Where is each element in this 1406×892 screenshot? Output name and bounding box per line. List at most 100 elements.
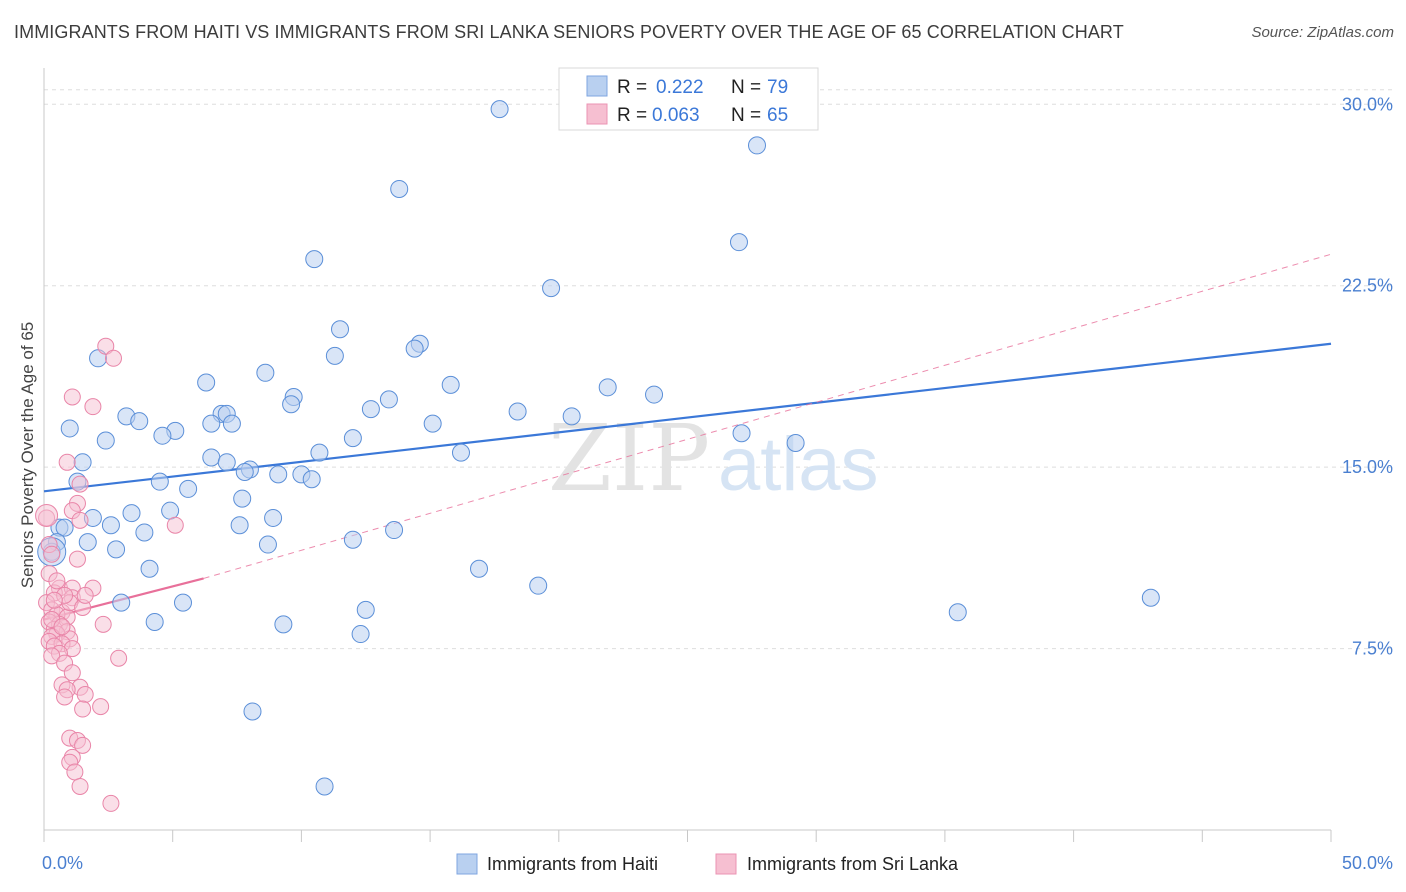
point-haiti-0 — [490, 100, 509, 119]
point-haiti-38 — [202, 448, 221, 467]
point-haiti-62 — [343, 530, 362, 549]
point-srilanka-44 — [76, 686, 94, 704]
bottom-legend-swatch-haiti — [456, 853, 478, 875]
point-srilanka-40 — [63, 664, 81, 682]
chart-title: IMMIGRANTS FROM HAITI VS IMMIGRANTS FROM… — [14, 22, 1124, 42]
y-tick-label-2: 22.5% — [1342, 276, 1393, 296]
legend-n-value-srilanka: 65 — [767, 105, 788, 126]
point-haiti-6 — [331, 320, 350, 339]
legend-r-value-srilanka: 0.063 — [652, 105, 700, 126]
point-haiti-42 — [235, 462, 254, 481]
watermark: ZIP atlas — [548, 405, 879, 512]
point-haiti-72 — [356, 600, 375, 619]
point-haiti-9 — [325, 346, 344, 365]
series-srilanka-points — [35, 337, 184, 812]
point-haiti-36 — [310, 443, 329, 462]
top-legend: R = 0.222 N = 79 R = 0.063 N = 65 — [558, 67, 819, 131]
y-tick-label-1: 15.0% — [1342, 457, 1393, 477]
point-haiti-39 — [217, 453, 236, 472]
point-srilanka-62 — [45, 591, 63, 609]
legend-r-label-srilanka: R = — [617, 105, 647, 126]
point-srilanka-55 — [102, 794, 120, 812]
point-srilanka-26 — [94, 615, 112, 633]
source-label: Source: ZipAtlas.com — [1251, 24, 1394, 41]
point-haiti-17 — [379, 390, 398, 409]
legend-swatch-srilanka — [586, 103, 608, 125]
point-haiti-65 — [107, 540, 126, 559]
point-srilanka-2 — [63, 388, 81, 406]
point-haiti-45 — [302, 470, 321, 489]
point-srilanka-47 — [74, 700, 92, 718]
point-haiti-8 — [405, 339, 424, 358]
point-srilanka-64 — [53, 618, 71, 636]
point-srilanka-45 — [56, 688, 74, 706]
point-haiti-61 — [78, 533, 97, 552]
point-haiti-77 — [243, 702, 262, 721]
point-haiti-35 — [786, 433, 805, 452]
bottom-legend-label-srilanka: Immigrants from Sri Lanka — [747, 854, 959, 874]
point-srilanka-38 — [110, 649, 128, 667]
point-haiti-43 — [269, 465, 288, 484]
point-haiti-59 — [385, 521, 404, 540]
legend-n-label-srilanka: N = — [731, 105, 761, 126]
legend-r-label-haiti: R = — [617, 77, 647, 98]
point-haiti-25 — [130, 412, 149, 431]
point-haiti-67 — [470, 559, 489, 578]
point-haiti-33 — [343, 429, 362, 448]
point-haiti-32 — [732, 424, 751, 443]
point-haiti-37 — [451, 443, 470, 462]
point-haiti-58 — [135, 523, 154, 542]
point-haiti-49 — [233, 489, 252, 508]
point-haiti-68 — [529, 576, 548, 595]
legend-n-value-haiti: 79 — [767, 77, 788, 98]
point-haiti-50 — [161, 501, 180, 520]
point-haiti-18 — [282, 395, 301, 414]
point-haiti-53 — [264, 508, 283, 527]
point-haiti-4 — [305, 250, 324, 269]
point-srilanka-54 — [71, 777, 89, 795]
trend-line-haiti — [43, 342, 1332, 493]
point-srilanka-large — [35, 504, 59, 528]
bottom-legend-swatch-srilanka — [715, 853, 737, 875]
legend-n-label-haiti: N = — [731, 77, 761, 98]
x-tick-label-min: 0.0% — [42, 853, 83, 873]
point-haiti-26 — [423, 414, 442, 433]
point-haiti-1 — [747, 136, 766, 155]
point-srilanka-5 — [71, 475, 89, 493]
y-tick-labels: 7.5% 15.0% 22.5% 30.0% — [1342, 94, 1393, 658]
point-haiti-70 — [112, 593, 131, 612]
point-haiti-75 — [274, 615, 293, 634]
point-srilanka-0 — [97, 337, 115, 355]
point-haiti-29 — [60, 419, 79, 438]
point-haiti-20 — [508, 402, 527, 421]
point-haiti-5 — [542, 279, 561, 298]
point-haiti-11 — [256, 363, 275, 382]
x-tick-label-max: 50.0% — [1342, 853, 1393, 873]
point-haiti-78 — [315, 777, 334, 796]
point-haiti-27 — [202, 414, 221, 433]
point-srilanka-3 — [84, 398, 102, 416]
point-srilanka-4 — [58, 453, 76, 471]
point-srilanka-12 — [43, 545, 61, 563]
point-haiti-13 — [441, 375, 460, 394]
point-haiti-19 — [361, 400, 380, 419]
point-haiti-73 — [948, 603, 967, 622]
point-haiti-14 — [598, 378, 617, 397]
point-srilanka-1 — [104, 349, 122, 367]
point-haiti-48 — [179, 479, 198, 498]
point-haiti-15 — [645, 385, 664, 404]
point-haiti-76 — [351, 625, 370, 644]
point-srilanka-53 — [66, 763, 84, 781]
point-haiti-69 — [1141, 588, 1160, 607]
point-haiti-24 — [562, 407, 581, 426]
y-tick-label-3: 30.0% — [1342, 94, 1393, 114]
bottom-legend-label-haiti: Immigrants from Haiti — [487, 854, 658, 874]
point-srilanka-61 — [76, 586, 94, 604]
gridlines — [44, 89, 1393, 650]
point-haiti-3 — [729, 233, 748, 252]
point-haiti-46 — [150, 472, 169, 491]
point-srilanka-37 — [43, 647, 61, 665]
point-haiti-71 — [173, 593, 192, 612]
point-srilanka-50 — [74, 736, 92, 754]
